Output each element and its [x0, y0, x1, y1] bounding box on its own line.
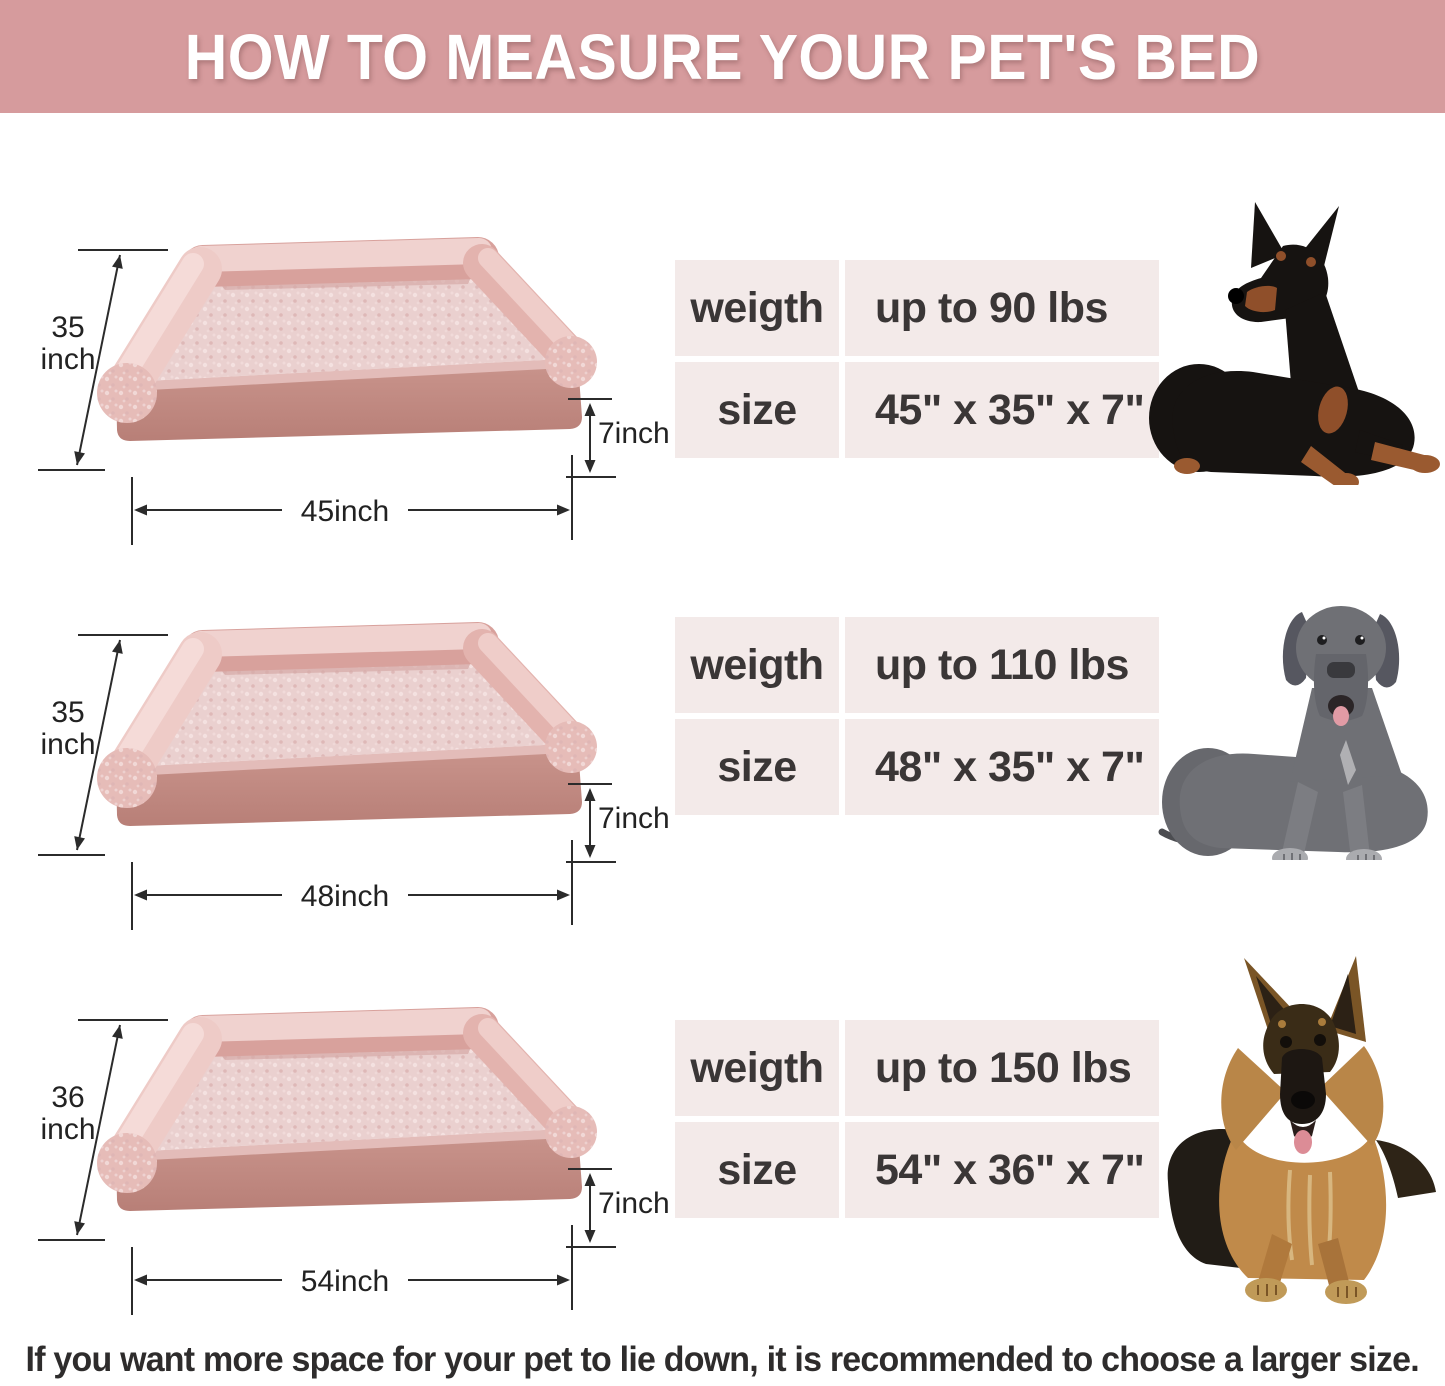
- shepherd-brow: [1318, 1018, 1326, 1026]
- shepherd-brow: [1278, 1020, 1286, 1028]
- width-arrow: 54inch: [131, 1225, 573, 1315]
- size-value: 54" x 36" x 7": [845, 1122, 1159, 1218]
- width-value: 54inch: [301, 1265, 389, 1298]
- shepherd-cheek: [1221, 1048, 1286, 1150]
- spec-table-3: weigth up to 150 lbs size 54" x 36" x 7": [675, 1020, 1159, 1218]
- bed-diagram: 35 inch 48inch: [38, 622, 670, 930]
- weight-value: up to 90 lbs: [845, 260, 1159, 356]
- width-arrow: 48inch: [131, 840, 573, 930]
- right-bolster: [463, 1014, 597, 1158]
- height-value: 7inch: [598, 1187, 670, 1220]
- dane-eye: [1317, 635, 1327, 645]
- dane-chest-streak: [1340, 740, 1356, 785]
- shepherd-toes: [1337, 1286, 1357, 1298]
- doberman-muzzle-tan: [1245, 285, 1277, 313]
- depth-value: 35: [51, 311, 84, 344]
- bed-illustration-3: 36 inch 54inch: [20, 935, 680, 1325]
- page-title: HOW TO MEASURE YOUR PET'S BED: [184, 20, 1261, 93]
- doberman-body: [1172, 371, 1415, 477]
- dane-eye: [1355, 635, 1365, 645]
- size-row-1: 35 inch 45inch: [0, 150, 1445, 545]
- shepherd-eye: [1314, 1034, 1326, 1046]
- dane-foreleg: [1343, 785, 1371, 868]
- weight-label: weigth: [675, 1020, 839, 1116]
- weight-value: up to 110 lbs: [845, 617, 1159, 713]
- height-value: 7inch: [598, 417, 670, 450]
- back-bolster: [182, 237, 499, 287]
- shepherd-toes: [1257, 1284, 1277, 1296]
- depth-unit: inch: [40, 343, 95, 376]
- depth-value: 35: [51, 696, 84, 729]
- weight-label: weigth: [675, 617, 839, 713]
- depth-arrow: 36 inch: [38, 1019, 168, 1241]
- dane-eye-glint: [1322, 636, 1326, 640]
- bed-mat: [146, 1045, 566, 1160]
- shepherd-cheek: [1320, 1046, 1384, 1146]
- width-value: 48inch: [301, 880, 389, 913]
- dane-tongue: [1333, 706, 1349, 726]
- width-arrow: 45inch: [131, 455, 573, 545]
- shepherd-tongue: [1294, 1130, 1312, 1154]
- shepherd-back-dark: [1376, 1140, 1436, 1198]
- doberman-chest-tan: [1318, 386, 1348, 434]
- bed-illustration-1: 35 inch 45inch: [20, 165, 680, 555]
- back-bolster: [182, 622, 499, 672]
- doberman-brow: [1306, 257, 1316, 267]
- doberman-paw: [1410, 455, 1440, 473]
- german-shepherd-dog-illustration: [1167, 956, 1436, 1304]
- dane-nose: [1327, 662, 1355, 678]
- doberman-rear-paw: [1174, 458, 1200, 474]
- height-value: 7inch: [598, 802, 670, 835]
- width-value: 45inch: [301, 495, 389, 528]
- bed-mat: [146, 660, 566, 775]
- left-bolster: [97, 1017, 222, 1193]
- shepherd-eye: [1280, 1036, 1292, 1048]
- dane-eye-glint: [1360, 636, 1364, 640]
- right-bolster: [463, 244, 597, 388]
- doberman-nose: [1228, 288, 1244, 304]
- height-arrow: 7inch: [566, 783, 670, 863]
- depth-unit: inch: [40, 728, 95, 761]
- bed-illustration-2: 35 inch 48inch: [20, 550, 680, 940]
- dane-neck: [1290, 688, 1402, 782]
- footer-note-bar: If you want more space for your pet to l…: [0, 1340, 1445, 1380]
- shepherd-nose: [1291, 1091, 1315, 1109]
- size-label: size: [675, 362, 839, 458]
- shepherd-chest: [1219, 1130, 1387, 1280]
- depth-value: 36: [51, 1081, 84, 1114]
- doberman-brow: [1276, 251, 1286, 261]
- weight-value: up to 150 lbs: [845, 1020, 1159, 1116]
- height-arrow: 7inch: [566, 1168, 670, 1248]
- dane-foreleg: [1281, 782, 1318, 866]
- back-bolster: [182, 1007, 499, 1057]
- great-dane-dog-photo: [1150, 570, 1445, 869]
- doberman-dog-photo: [1135, 190, 1440, 491]
- spec-table-2: weigth up to 110 lbs size 48" x 35" x 7": [675, 617, 1159, 815]
- spec-table-1: weigth up to 90 lbs size 45" x 35" x 7": [675, 260, 1159, 458]
- depth-arrow: 35 inch: [38, 249, 168, 471]
- size-row-2: 35 inch 48inch: [0, 535, 1445, 930]
- left-bolster: [97, 247, 222, 423]
- doberman-neck: [1285, 292, 1360, 408]
- size-label: size: [675, 719, 839, 815]
- bed-diagram: 35 inch 45inch: [38, 237, 670, 545]
- size-row-3: 36 inch 54inch: [0, 915, 1445, 1315]
- left-bolster: [97, 632, 222, 808]
- doberman-dog-illustration: [1149, 202, 1440, 491]
- german-shepherd-dog-photo: [1140, 930, 1445, 1310]
- bed-diagram: 36 inch 54inch: [38, 1007, 670, 1315]
- size-label: size: [675, 1122, 839, 1218]
- depth-arrow: 35 inch: [38, 634, 168, 856]
- great-dane-dog-illustration: [1158, 606, 1428, 869]
- size-value: 45" x 35" x 7": [845, 362, 1159, 458]
- header-banner: HOW TO MEASURE YOUR PET'S BED: [0, 0, 1445, 113]
- size-value: 48" x 35" x 7": [845, 719, 1159, 815]
- shepherd-muzzle: [1280, 1049, 1326, 1124]
- footer-note: If you want more space for your pet to l…: [25, 1340, 1420, 1379]
- height-arrow: 7inch: [566, 398, 670, 478]
- weight-label: weigth: [675, 260, 839, 356]
- depth-unit: inch: [40, 1113, 95, 1146]
- right-bolster: [463, 629, 597, 773]
